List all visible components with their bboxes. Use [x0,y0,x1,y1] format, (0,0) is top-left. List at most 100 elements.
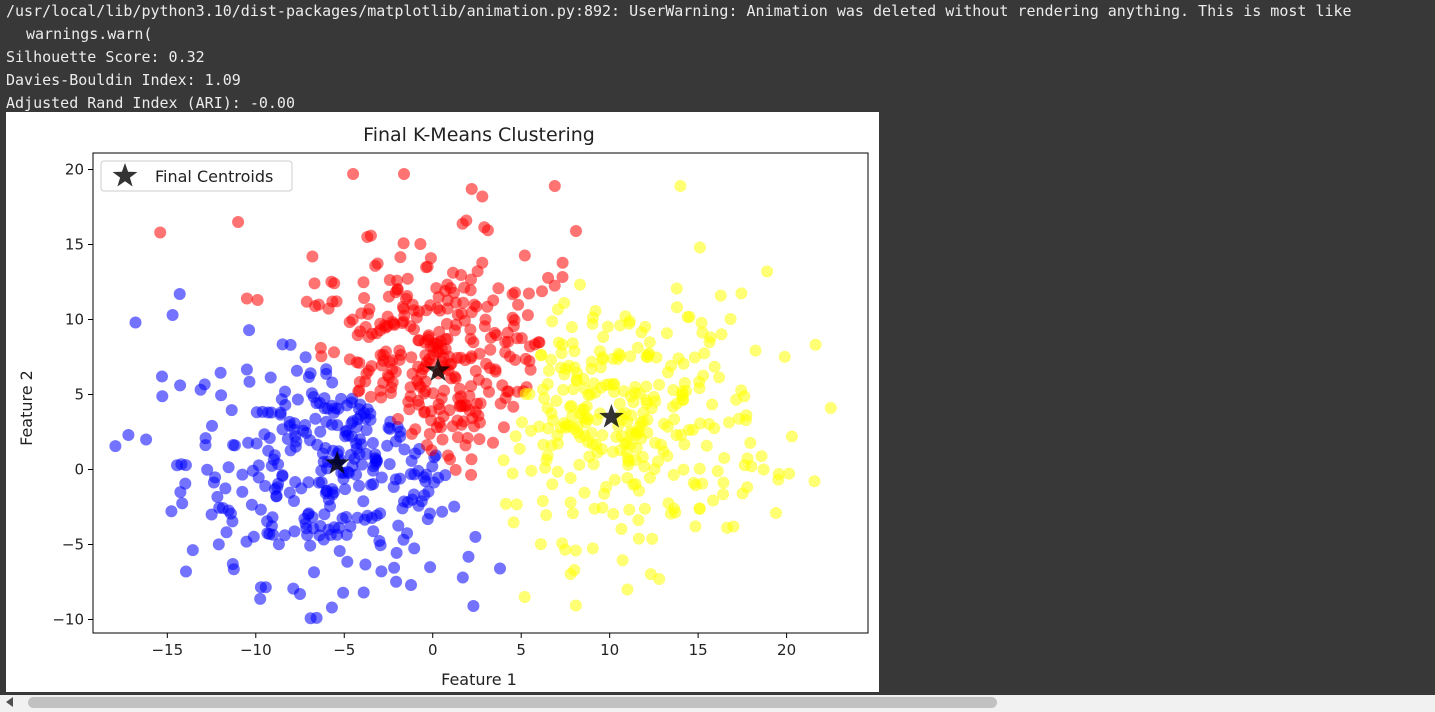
data-point [259,480,272,492]
data-point [325,601,338,614]
data-point [390,575,403,588]
data-point [653,573,666,585]
data-point [632,532,645,545]
data-point [361,231,374,243]
data-point [370,455,383,468]
data-point [808,475,821,488]
data-point [631,341,644,354]
data-point [211,490,224,503]
data-point [357,495,370,508]
data-point [638,460,651,473]
data-point [565,321,578,334]
data-point [573,458,586,471]
data-point [689,520,702,533]
data-point [638,502,651,515]
data-point [226,515,239,528]
data-point [436,433,449,446]
data-point [492,282,505,295]
data-point [715,328,728,341]
data-point [480,377,493,390]
data-point [476,256,489,269]
data-point [645,402,658,415]
data-point [522,287,535,300]
data-point [506,467,519,480]
data-point [525,464,538,477]
data-point [600,480,613,493]
data-point [655,438,668,451]
legend-star-icon [112,163,138,187]
data-point [535,348,548,361]
ari-line: Adjusted Rand Index (ARI): -0.00 [6,94,295,112]
x-tick-label: 5 [516,641,526,659]
data-point [607,352,620,365]
centroid-markers [324,357,624,474]
data-point [129,316,142,329]
legend-box [100,160,293,192]
data-point [588,502,601,515]
data-point [464,284,477,297]
data-point [247,530,260,543]
davies-bouldin-line: Davies-Bouldin Index: 1.09 [6,71,241,89]
data-point [439,333,452,346]
data-point [340,424,353,437]
data-point [409,423,422,436]
data-point [744,436,757,449]
data-point [586,317,599,330]
data-point [366,437,379,449]
data-point [524,363,537,376]
data-point [401,527,414,540]
data-point [156,370,168,383]
data-point [340,528,353,541]
data-point [396,300,409,313]
data-point [515,332,528,345]
data-point [601,320,614,333]
data-point [696,326,709,339]
data-point [264,371,277,384]
data-point [426,460,439,473]
data-point [236,485,249,498]
data-point [467,600,480,612]
data-point [635,326,648,339]
data-point [564,496,577,509]
data-point [222,504,235,517]
data-point [450,318,463,331]
data-point [497,454,510,467]
data-point [398,168,410,180]
data-point [735,384,748,397]
data-point [623,503,636,516]
data-point [462,550,475,563]
data-point [671,301,683,314]
data-point [546,315,559,328]
data-point [629,381,642,393]
data-point [375,391,388,404]
data-point [536,495,549,507]
data-point [465,306,478,319]
data-point [424,252,437,265]
scrollbar-thumb[interactable] [28,697,997,708]
data-point [643,336,656,349]
data-point [440,317,453,330]
data-point [271,481,284,494]
data-point [464,332,477,345]
data-point [318,508,331,521]
data-point [451,308,464,321]
data-point [320,367,333,380]
data-point [707,494,720,507]
data-point [717,488,730,501]
data-point [480,357,493,370]
data-point [453,382,466,395]
data-point [359,321,372,333]
data-point [328,521,341,534]
data-point [614,319,627,332]
data-point [341,555,354,568]
centroid-star [425,357,451,381]
data-point [405,454,418,467]
data-point [476,190,489,203]
scroll-left-arrow-icon[interactable] [6,697,13,707]
data-point [328,277,341,290]
data-point [749,344,762,357]
data-point [220,526,233,539]
data-point [173,288,186,300]
data-point [556,338,569,351]
data-point [706,398,719,411]
